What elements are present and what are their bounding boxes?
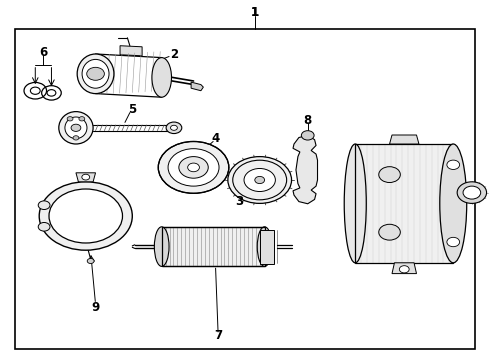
Circle shape: [67, 117, 73, 121]
Circle shape: [158, 141, 229, 193]
Text: 4: 4: [212, 132, 220, 145]
Circle shape: [71, 124, 81, 131]
Text: 9: 9: [92, 301, 99, 314]
Ellipse shape: [82, 59, 109, 88]
Ellipse shape: [77, 54, 114, 94]
Circle shape: [87, 67, 104, 80]
Circle shape: [168, 149, 219, 186]
Bar: [162, 227, 265, 266]
Circle shape: [38, 222, 50, 231]
Bar: [162, 227, 265, 266]
Text: 1: 1: [251, 6, 259, 19]
Polygon shape: [392, 263, 416, 274]
Circle shape: [188, 163, 199, 172]
Polygon shape: [293, 135, 318, 204]
Ellipse shape: [257, 227, 272, 266]
Polygon shape: [191, 82, 203, 91]
Circle shape: [463, 186, 481, 199]
Polygon shape: [120, 46, 142, 56]
Circle shape: [166, 122, 182, 134]
Text: 5: 5: [128, 103, 136, 116]
Bar: [260, 230, 274, 264]
Ellipse shape: [344, 144, 367, 263]
Circle shape: [447, 160, 460, 170]
Ellipse shape: [154, 227, 169, 266]
Circle shape: [49, 189, 122, 243]
Circle shape: [228, 157, 292, 203]
Circle shape: [379, 224, 400, 240]
Circle shape: [379, 167, 400, 183]
Bar: [15, 29, 475, 349]
Circle shape: [399, 266, 409, 273]
Circle shape: [171, 125, 177, 130]
Circle shape: [73, 136, 79, 140]
Ellipse shape: [152, 58, 172, 97]
Circle shape: [79, 117, 85, 121]
Circle shape: [179, 157, 208, 178]
Text: 8: 8: [304, 114, 312, 127]
Text: 6: 6: [39, 46, 47, 59]
Circle shape: [301, 131, 314, 140]
Polygon shape: [76, 173, 96, 182]
Ellipse shape: [440, 144, 466, 263]
Text: 3: 3: [235, 195, 243, 208]
Ellipse shape: [65, 117, 87, 139]
Polygon shape: [390, 135, 419, 144]
Text: 1: 1: [251, 6, 259, 19]
Bar: [355, 144, 453, 263]
Ellipse shape: [59, 112, 93, 144]
Text: 7: 7: [214, 329, 222, 342]
Circle shape: [87, 258, 94, 264]
Bar: [355, 144, 453, 263]
Circle shape: [38, 201, 50, 210]
Circle shape: [39, 182, 132, 250]
Circle shape: [255, 176, 265, 184]
Circle shape: [244, 168, 275, 192]
Circle shape: [82, 174, 90, 180]
Text: 2: 2: [170, 48, 178, 60]
Circle shape: [457, 182, 487, 203]
Circle shape: [447, 237, 460, 247]
